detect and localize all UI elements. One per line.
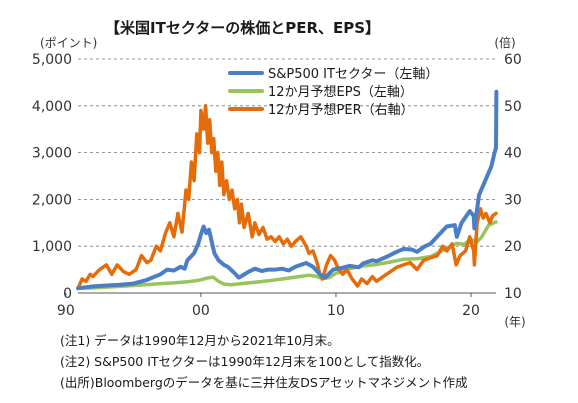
chart-title: 【米国ITセクターの株価とPER、EPS】: [105, 19, 380, 37]
sp500-it-line: [76, 89, 499, 291]
legend-label: 12か月予想PER（右軸）: [268, 102, 414, 118]
left-tick-label: 3,000: [32, 146, 72, 162]
right-tick-label: 50: [504, 99, 522, 115]
left-tick-label: 1,000: [32, 239, 72, 255]
right-tick-label: 30: [504, 192, 522, 208]
legend-label: S&P500 ITセクター（左軸）: [268, 67, 438, 82]
left-tick-label: 2,000: [32, 192, 72, 208]
left-axis-ticks: 0 1,000 2,000 3,000 4,000 5,000: [32, 52, 72, 302]
legend: S&P500 ITセクター（左軸） 12か月予想EPS（左軸） 12か月予想PER（…: [228, 67, 438, 118]
series-lines: [76, 89, 499, 291]
right-tick-label: 20: [504, 239, 522, 255]
x-tick-label: 20: [462, 303, 480, 319]
chart: 【米国ITセクターの株価とPER、EPS】 (ポイント) (倍) (年) 0 1,…: [32, 19, 526, 329]
right-tick-label: 60: [504, 52, 522, 68]
right-axis-ticks: 10 20 30 40 50 60: [504, 52, 522, 302]
right-axis-unit: (倍): [494, 35, 515, 50]
note-source: (出所)Bloombergのデータを基に三井住友DSアセットマネジメント作成: [60, 375, 468, 390]
left-axis-unit: (ポイント): [40, 36, 97, 50]
note-1: (注1) データは1990年12月から2021年10月末。: [60, 333, 340, 348]
right-tick-label: 10: [504, 286, 522, 302]
x-tick-label: 90: [57, 303, 75, 319]
legend-label: 12か月予想EPS（左軸）: [268, 84, 413, 100]
x-axis-unit: (年): [504, 315, 525, 329]
left-tick-label: 5,000: [32, 52, 72, 68]
per-line: [76, 104, 498, 291]
left-tick-label: 0: [63, 286, 72, 302]
x-tick-label: 10: [327, 303, 345, 319]
note-2: (注2) S&P500 ITセクターは1990年12月末を100として指数化。: [60, 354, 430, 369]
notes: (注1) データは1990年12月から2021年10月末。 (注2) S&P50…: [60, 330, 575, 393]
x-tick-label: 00: [192, 303, 210, 319]
right-tick-label: 40: [504, 146, 522, 162]
x-axis-ticks: 90 00 10 20: [57, 293, 480, 319]
left-tick-label: 4,000: [32, 99, 72, 115]
